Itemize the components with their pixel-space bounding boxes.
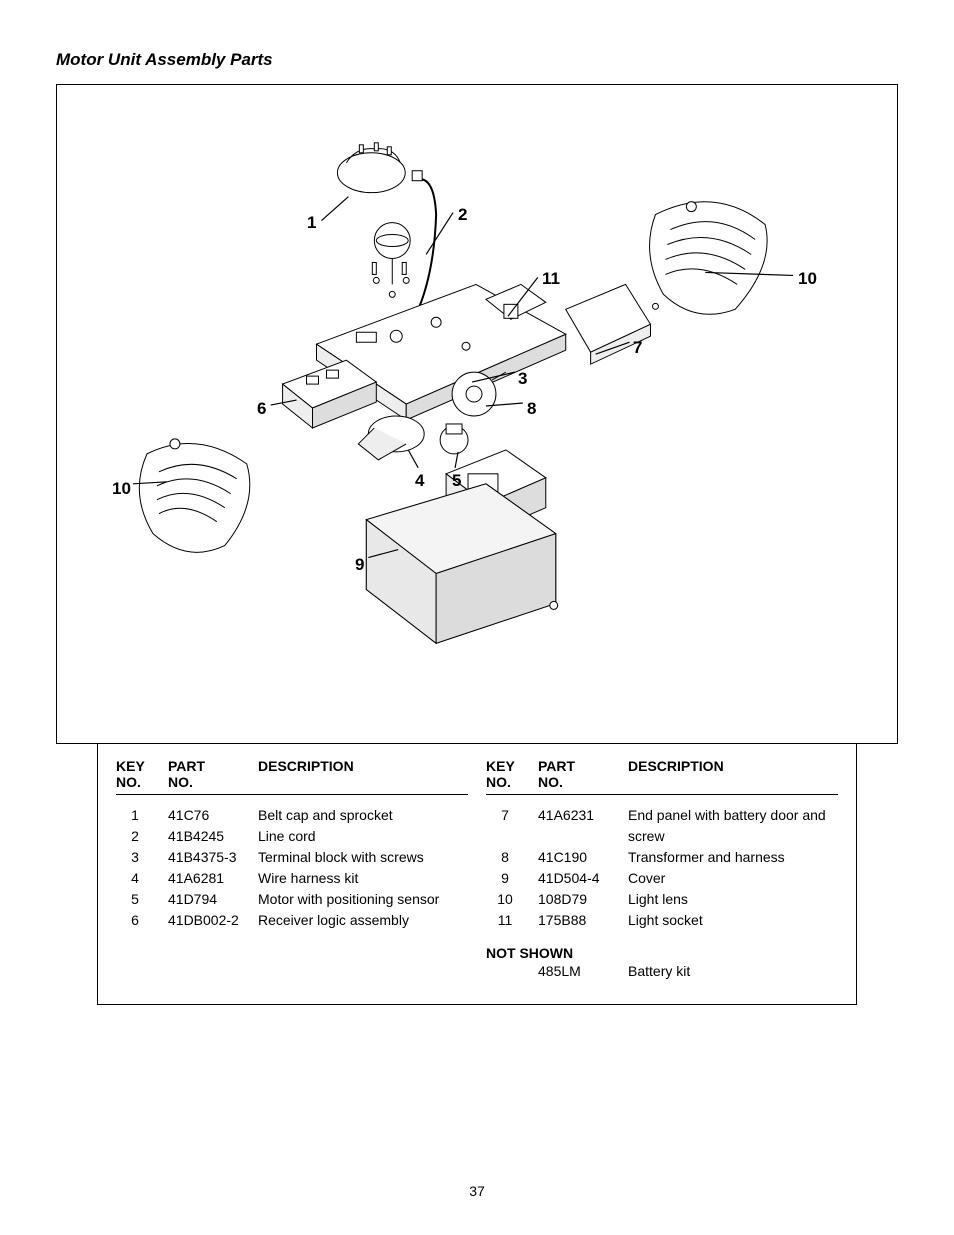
cell-part: 41A6281 (168, 868, 258, 889)
cell-desc: Receiver logic assembly (258, 910, 468, 931)
diagram-callout: 3 (518, 369, 527, 389)
col-header-key: KEYNO. (486, 758, 538, 790)
diagram-callout: 7 (633, 338, 642, 358)
parts-table: KEYNO. PARTNO. DESCRIPTION 141C76Belt ca… (97, 743, 857, 1005)
col-header-part: PARTNO. (168, 758, 258, 790)
cell-key: 11 (486, 910, 538, 931)
cell-part: 41D504-4 (538, 868, 628, 889)
parts-table-right-column: KEYNO. PARTNO. DESCRIPTION 741A6231End p… (486, 758, 838, 982)
cell-key: 2 (116, 826, 168, 847)
diagram-callout: 11 (542, 269, 560, 289)
cell-desc: Motor with positioning sensor (258, 889, 468, 910)
cell-key: 8 (486, 847, 538, 868)
parts-table-left-column: KEYNO. PARTNO. DESCRIPTION 141C76Belt ca… (116, 758, 468, 982)
cell-desc: Battery kit (628, 961, 838, 982)
page-number: 37 (0, 1183, 954, 1199)
diagram-callout: 10 (112, 479, 131, 499)
cell-part: 41A6231 (538, 805, 628, 847)
diagram-callout: 4 (415, 471, 424, 491)
cell-part: 41B4375-3 (168, 847, 258, 868)
cell-part: 108D79 (538, 889, 628, 910)
exploded-diagram (57, 85, 897, 743)
table-row: 485LMBattery kit (486, 961, 838, 982)
cell-part: 41C76 (168, 805, 258, 826)
cell-desc: End panel with battery door and screw (628, 805, 838, 847)
cell-part: 41C190 (538, 847, 628, 868)
table-row: 241B4245Line cord (116, 826, 468, 847)
diagram-callout: 9 (355, 555, 364, 575)
not-shown-heading: NOT SHOWN (486, 945, 838, 961)
col-header-part: PARTNO. (538, 758, 628, 790)
table-row: 541D794Motor with positioning sensor (116, 889, 468, 910)
table-row: 641DB002-2Receiver logic assembly (116, 910, 468, 931)
cell-desc: Terminal block with screws (258, 847, 468, 868)
cell-desc: Light lens (628, 889, 838, 910)
cell-key (486, 961, 538, 982)
cell-key: 6 (116, 910, 168, 931)
table-row: 11175B88Light socket (486, 910, 838, 931)
cell-key: 10 (486, 889, 538, 910)
diagram-callout: 6 (257, 399, 266, 419)
col-header-key: KEYNO. (116, 758, 168, 790)
table-row: 841C190Transformer and harness (486, 847, 838, 868)
cell-key: 4 (116, 868, 168, 889)
col-header-desc: DESCRIPTION (628, 758, 838, 790)
table-row: 141C76Belt cap and sprocket (116, 805, 468, 826)
table-row: 441A6281Wire harness kit (116, 868, 468, 889)
cell-desc: Light socket (628, 910, 838, 931)
diagram-callout: 10 (798, 269, 817, 289)
cell-part: 175B88 (538, 910, 628, 931)
exploded-diagram-box: 121110738645109 (56, 84, 898, 744)
cell-desc: Transformer and harness (628, 847, 838, 868)
table-header-row: KEYNO. PARTNO. DESCRIPTION (486, 758, 838, 795)
diagram-callout: 8 (527, 399, 536, 419)
cell-key: 5 (116, 889, 168, 910)
page-title: Motor Unit Assembly Parts (56, 50, 898, 70)
cell-desc: Cover (628, 868, 838, 889)
cell-part: 41D794 (168, 889, 258, 910)
cell-key: 1 (116, 805, 168, 826)
table-row: 741A6231End panel with battery door and … (486, 805, 838, 847)
diagram-callout: 2 (458, 205, 467, 225)
cell-desc: Wire harness kit (258, 868, 468, 889)
cell-key: 9 (486, 868, 538, 889)
cell-part: 41B4245 (168, 826, 258, 847)
table-row: 10108D79Light lens (486, 889, 838, 910)
cell-desc: Line cord (258, 826, 468, 847)
cell-part: 41DB002-2 (168, 910, 258, 931)
cell-key: 7 (486, 805, 538, 847)
col-header-desc: DESCRIPTION (258, 758, 468, 790)
diagram-callout: 5 (452, 471, 461, 491)
cell-key: 3 (116, 847, 168, 868)
cell-part: 485LM (538, 961, 628, 982)
cell-desc: Belt cap and sprocket (258, 805, 468, 826)
table-row: 341B4375-3Terminal block with screws (116, 847, 468, 868)
table-header-row: KEYNO. PARTNO. DESCRIPTION (116, 758, 468, 795)
table-row: 941D504-4Cover (486, 868, 838, 889)
diagram-callout: 1 (307, 213, 316, 233)
